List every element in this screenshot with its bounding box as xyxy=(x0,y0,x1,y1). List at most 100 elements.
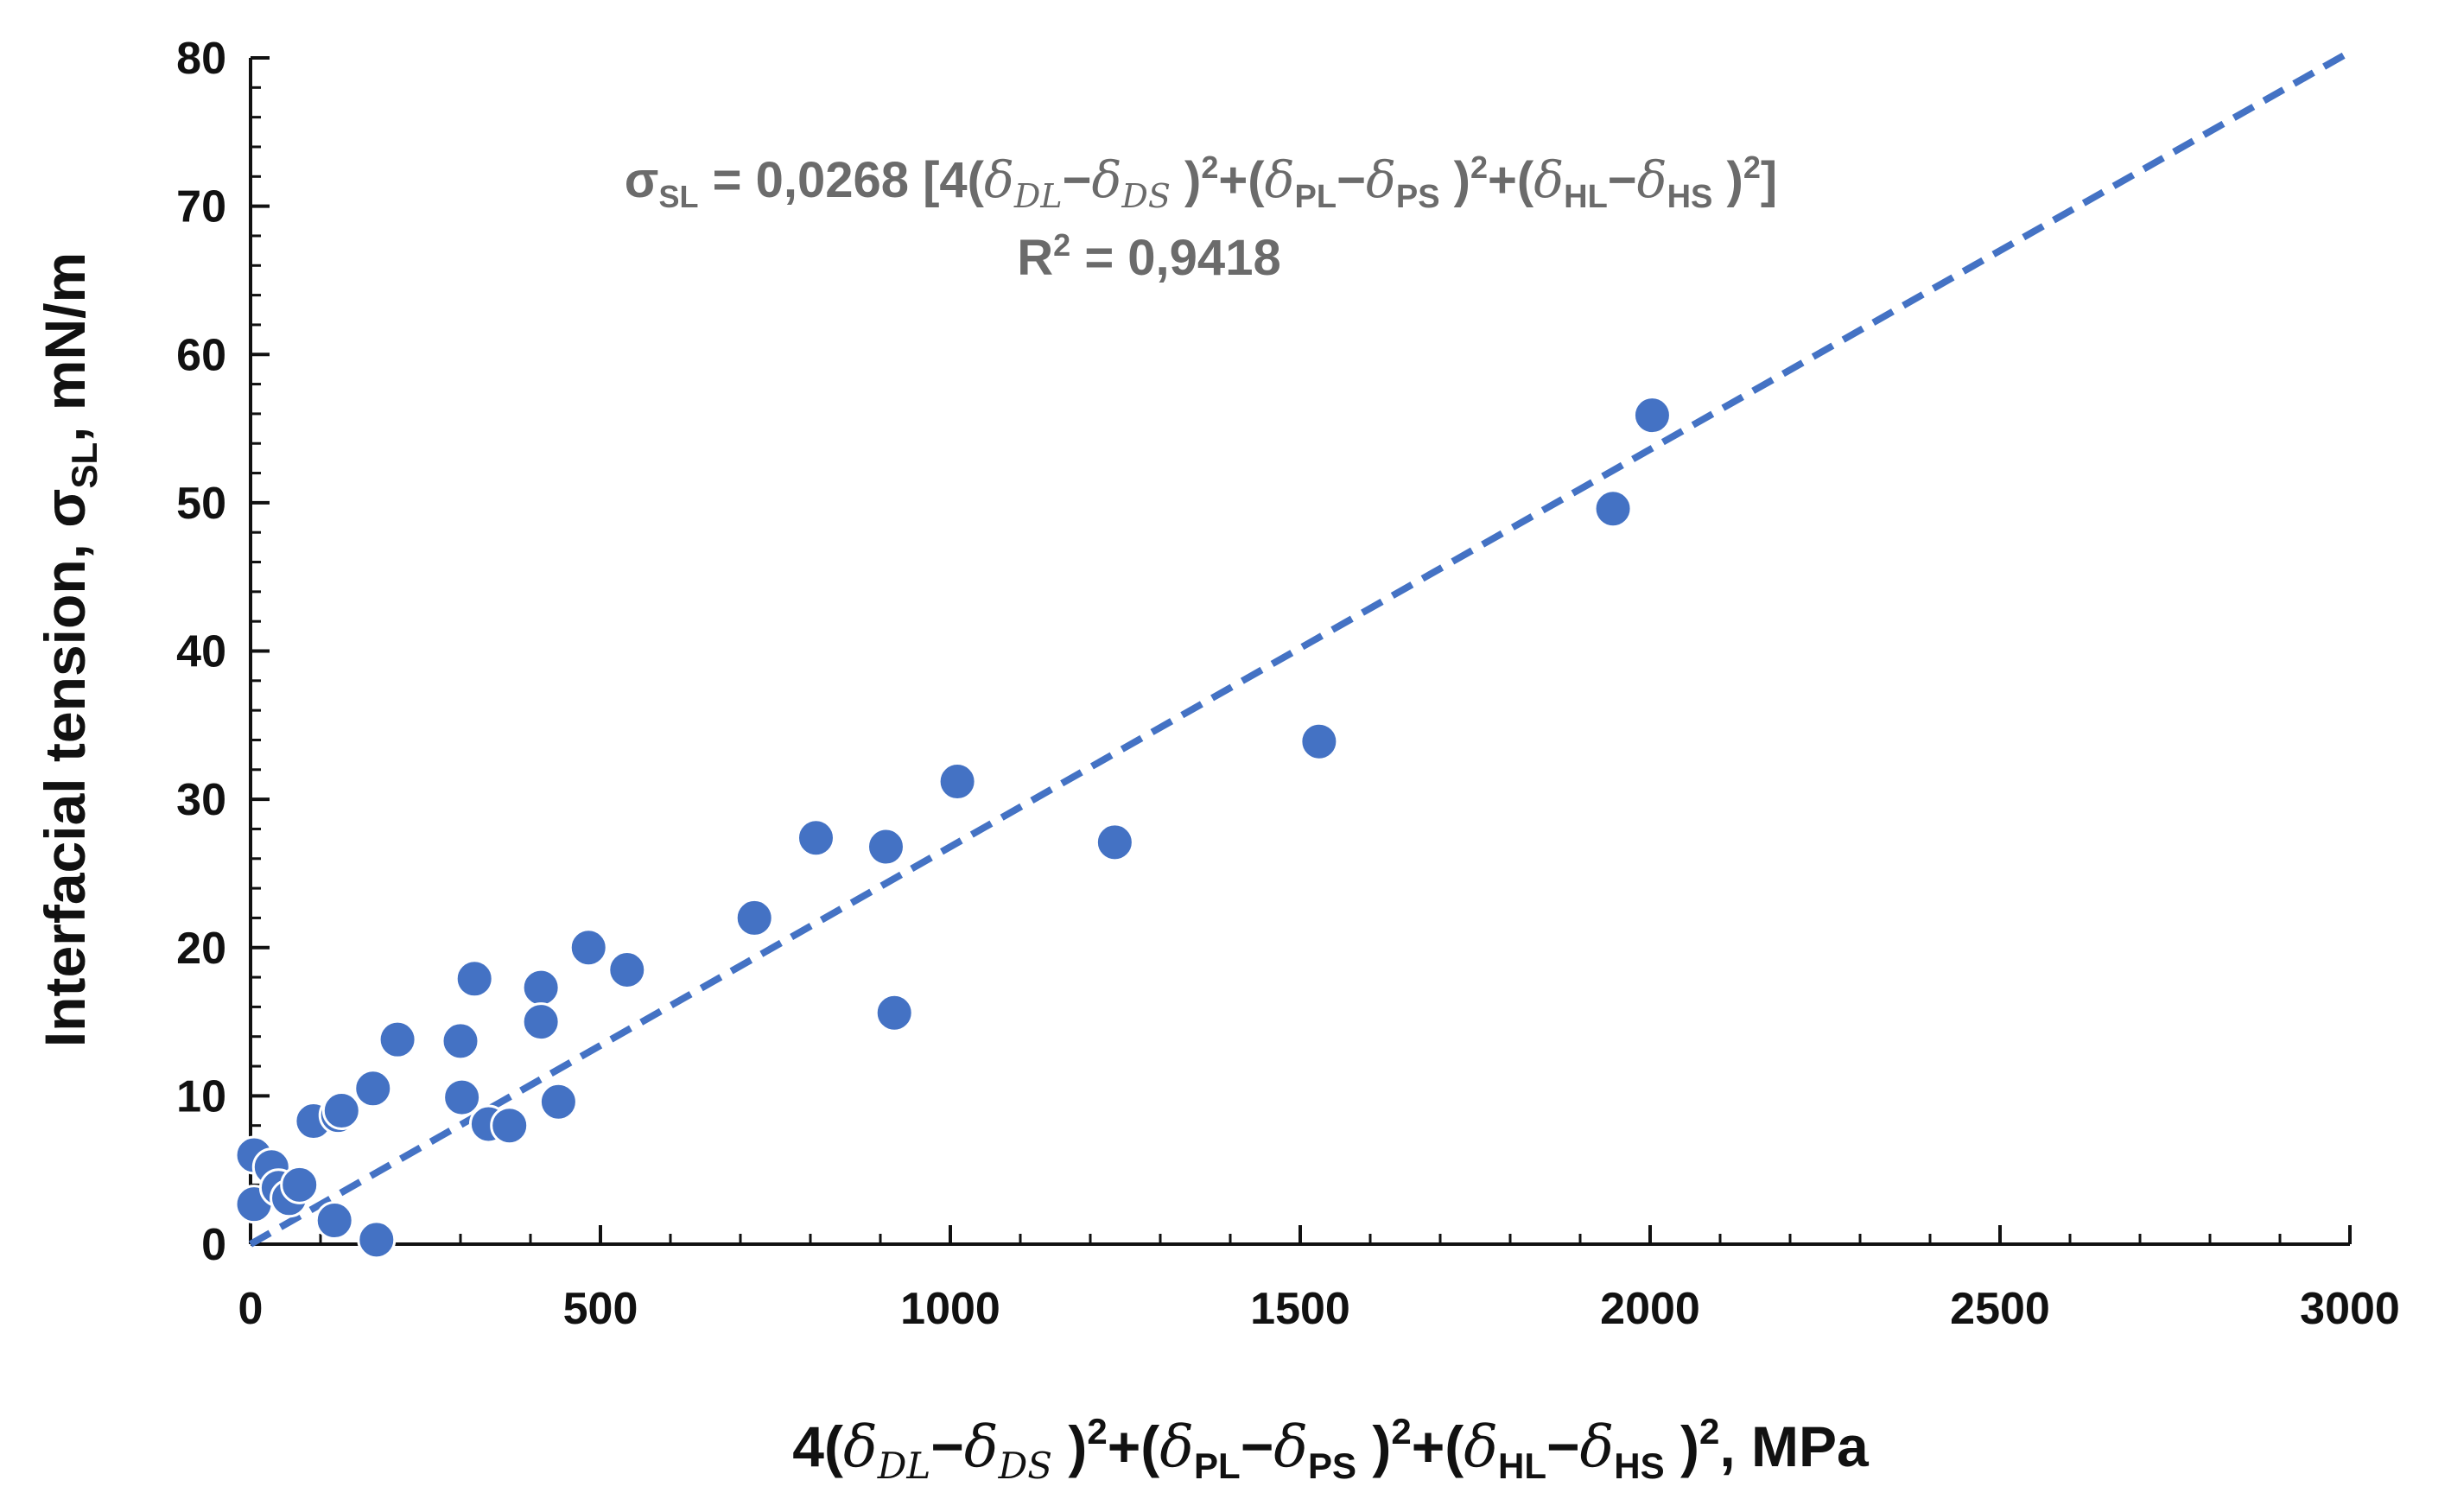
data-point xyxy=(357,1220,397,1260)
r2-value: = 0,9418 xyxy=(1070,230,1281,286)
eq-delta: δ xyxy=(1366,150,1396,209)
x-title-sq: 2 xyxy=(1087,1411,1107,1452)
data-point xyxy=(353,1069,393,1109)
y-title-sub: SL xyxy=(64,442,105,489)
x-tick-label: 3000 xyxy=(2300,1284,2400,1334)
data-point xyxy=(442,1077,482,1117)
data-point xyxy=(521,968,561,1007)
data-point xyxy=(490,1106,530,1146)
data-point xyxy=(1299,721,1339,761)
data-point xyxy=(454,959,494,999)
eq-pl-sub: PL xyxy=(1295,179,1337,215)
data-point xyxy=(280,1165,320,1204)
x-minor-ticks xyxy=(319,1234,2282,1244)
x-title-dl: DL xyxy=(877,1445,931,1487)
trendline-group xyxy=(249,48,2352,1248)
y-title-main: Interfacial tension, xyxy=(33,528,97,1047)
x-title-delta: δ xyxy=(843,1414,878,1480)
y-tick-label: 0 xyxy=(201,1220,226,1270)
data-points xyxy=(234,396,1672,1260)
x-axis-title: 4(δDL−δDS )2+(δPL−δPS )2+(δHL−δHS )2, MP… xyxy=(792,1411,1870,1487)
eq-dl-sub: DL xyxy=(1013,177,1063,215)
x-title-delta: δ xyxy=(1464,1414,1498,1480)
eq-sigma: σ xyxy=(625,152,659,208)
x-title-ds: DS xyxy=(998,1445,1052,1487)
r-squared: R2 = 0,9418 xyxy=(1017,227,1280,286)
eq-coef: = 0,0268 [4( xyxy=(699,152,985,208)
eq-minus: − xyxy=(1063,152,1092,208)
data-point xyxy=(1095,823,1134,862)
eq-plus-open: +( xyxy=(1488,152,1534,208)
data-point xyxy=(521,1002,561,1042)
data-point xyxy=(937,762,977,802)
data-point xyxy=(607,950,647,989)
x-title-close: ) xyxy=(1356,1414,1391,1478)
eq-delta: δ xyxy=(1533,150,1564,209)
eq-delta: δ xyxy=(1092,150,1122,209)
trendline xyxy=(249,48,2352,1248)
eq-sigma-sub: SL xyxy=(658,179,698,214)
eq-end: ] xyxy=(1761,152,1777,208)
eq-sq: 2 xyxy=(1201,149,1218,185)
x-title-prefix: 4( xyxy=(792,1414,843,1478)
y-tick-label: 50 xyxy=(176,479,226,529)
x-title-minus: − xyxy=(930,1414,964,1478)
eq-close: ) xyxy=(1171,152,1201,208)
data-point xyxy=(1593,489,1633,529)
y-title-sigma: σ xyxy=(33,489,97,528)
x-title-ps: PS xyxy=(1308,1445,1356,1486)
r2-sq: 2 xyxy=(1053,227,1070,263)
data-point xyxy=(1632,396,1672,435)
r2-label: R xyxy=(1017,230,1053,286)
eq-delta: δ xyxy=(984,150,1014,209)
data-point xyxy=(378,1020,417,1059)
data-point xyxy=(796,818,835,858)
eq-sq: 2 xyxy=(1470,149,1488,185)
y-major-ticks: 0 10 20 30 40 50 60 70 80 xyxy=(176,34,270,1270)
x-tick-label: 500 xyxy=(563,1284,638,1334)
y-tick-label: 60 xyxy=(176,330,226,380)
x-title-delta: δ xyxy=(1273,1414,1308,1480)
x-title-plus-open: +( xyxy=(1412,1414,1464,1478)
y-tick-label: 10 xyxy=(176,1071,226,1121)
x-title-close: ) xyxy=(1052,1414,1087,1478)
eq-close: ) xyxy=(1440,152,1470,208)
x-title-sq: 2 xyxy=(1699,1411,1719,1452)
x-tick-label: 0 xyxy=(238,1284,264,1334)
eq-minus: − xyxy=(1337,152,1366,208)
eq-ps-sub: PS xyxy=(1396,179,1440,215)
x-major-ticks: 0 500 1000 1500 2000 2500 3000 xyxy=(238,1225,2400,1334)
y-tick-label: 40 xyxy=(176,627,226,677)
data-point xyxy=(734,898,774,937)
axes: 0 10 20 30 40 50 60 70 80 0 500 1000 1500 2000 2500 30… xyxy=(176,34,2400,1334)
x-title-delta: δ xyxy=(1580,1414,1615,1480)
data-point xyxy=(321,1091,361,1131)
y-tick-label: 20 xyxy=(176,924,226,974)
eq-plus-open: +( xyxy=(1218,152,1265,208)
y-minor-ticks xyxy=(251,86,261,1217)
eq-delta: δ xyxy=(1265,150,1295,209)
x-tick-label: 2000 xyxy=(1600,1284,1700,1334)
y-tick-label: 70 xyxy=(176,182,226,232)
eq-hs-sub: HS xyxy=(1667,179,1713,215)
x-title-hs: HS xyxy=(1614,1445,1664,1486)
y-tick-label: 30 xyxy=(176,775,226,825)
y-title-unit: , mN/m xyxy=(33,252,97,442)
data-point xyxy=(568,928,608,968)
y-axis-title: Interfacial tension, σSL, mN/m xyxy=(33,252,105,1047)
data-point xyxy=(441,1021,480,1061)
eq-minus: − xyxy=(1608,152,1637,208)
data-point xyxy=(538,1082,578,1121)
eq-close: ) xyxy=(1712,152,1743,208)
eq-hl-sub: HL xyxy=(1564,179,1608,215)
data-point xyxy=(314,1201,354,1241)
data-point xyxy=(866,827,905,867)
trendline-equation: σSL = 0,0268 [4(δDL−δDS )2+(δPL−δPS )2+(… xyxy=(625,149,1777,215)
x-title-delta: δ xyxy=(964,1414,999,1480)
x-title-hl: HL xyxy=(1498,1445,1546,1486)
eq-delta: δ xyxy=(1637,150,1667,209)
y-tick-label: 80 xyxy=(176,34,226,84)
x-title-pl: PL xyxy=(1194,1445,1241,1486)
x-tick-label: 1000 xyxy=(900,1284,1000,1334)
